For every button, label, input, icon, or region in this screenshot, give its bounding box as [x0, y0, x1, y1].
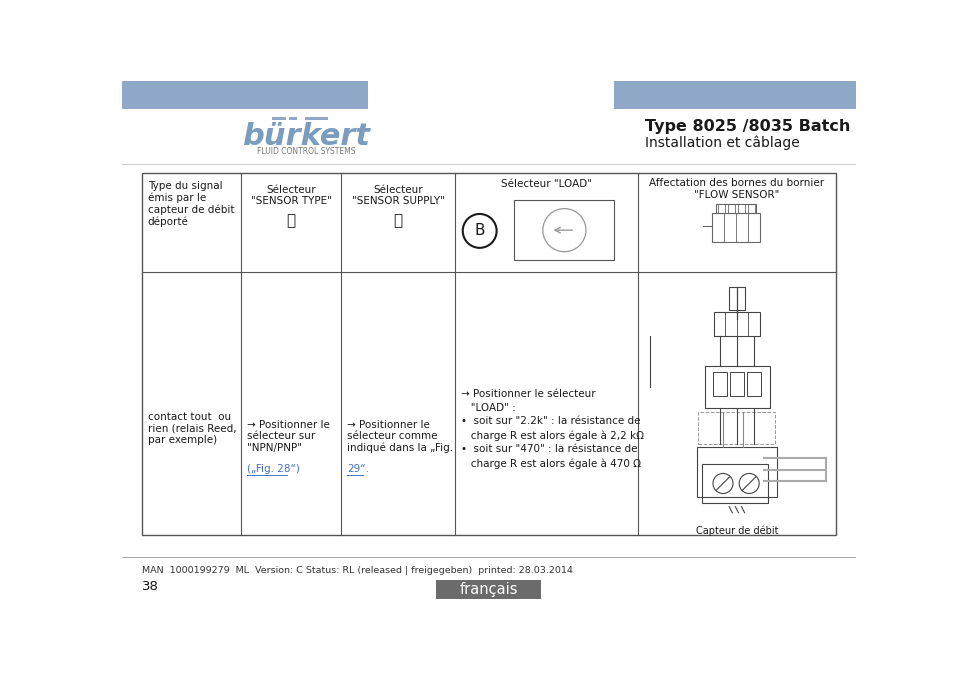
Bar [514, 200, 614, 260]
Text: 38: 38 [141, 579, 158, 593]
Bar [272, 117, 285, 120]
Text: "LOAD" :: "LOAD" : [460, 402, 516, 413]
Bar [729, 371, 743, 396]
Bar [738, 204, 743, 213]
Text: "SENSOR SUPPLY": "SENSOR SUPPLY" [352, 197, 444, 206]
Bar [728, 287, 743, 310]
Text: → Positionner le sélecteur: → Positionner le sélecteur [460, 389, 596, 399]
Text: → Positionner le
sélecteur sur
"NPN/PNP": → Positionner le sélecteur sur "NPN/PNP" [247, 419, 330, 453]
Bar [289, 117, 297, 120]
Text: MAN  1000199279  ML  Version: C Status: RL (released | freigegeben)  printed: 28: MAN 1000199279 ML Version: C Status: RL … [141, 566, 572, 575]
Bar [436, 579, 540, 599]
Text: contact tout  ou
rien (relais Reed,
par exemple): contact tout ou rien (relais Reed, par e… [148, 412, 236, 445]
Text: Affectation des bornes du bornier: Affectation des bornes du bornier [649, 178, 823, 188]
Bar [141, 173, 836, 535]
Text: français: français [458, 582, 517, 597]
Text: Ⓐ: Ⓐ [393, 213, 402, 228]
Text: Type du signal
émis par le
capteur de débit
déporté: Type du signal émis par le capteur de dé… [148, 181, 234, 227]
Text: Type 8025 /8035 Batch: Type 8025 /8035 Batch [644, 120, 850, 135]
Bar [121, 81, 368, 109]
Bar [701, 464, 767, 503]
Text: charge R est alors égale à 470 Ω: charge R est alors égale à 470 Ω [460, 458, 640, 468]
Bar [696, 446, 776, 497]
Bar [728, 204, 734, 213]
Text: charge R est alors égale à 2,2 kΩ: charge R est alors égale à 2,2 kΩ [460, 430, 643, 441]
Bar [614, 81, 856, 109]
Text: •  soit sur "470" : la résistance de: • soit sur "470" : la résistance de [460, 444, 637, 454]
Bar [305, 117, 328, 120]
Text: •  soit sur "2.2k" : la résistance de: • soit sur "2.2k" : la résistance de [460, 417, 640, 427]
Text: → Positionner le
sélecteur comme
indiqué dans la „Fig.: → Positionner le sélecteur comme indiqué… [347, 419, 453, 454]
Bar [712, 213, 760, 242]
Text: B: B [474, 223, 484, 238]
Bar [718, 204, 723, 213]
Bar [712, 371, 726, 396]
Bar [713, 312, 760, 336]
Bar [698, 412, 775, 444]
Text: bürkert: bürkert [242, 122, 370, 151]
Bar [703, 365, 769, 408]
Text: 29“.: 29“. [347, 464, 369, 474]
Text: Capteur de débit: Capteur de débit [695, 526, 778, 536]
Text: Installation et câblage: Installation et câblage [644, 135, 800, 149]
Text: Sélecteur "LOAD": Sélecteur "LOAD" [500, 179, 591, 189]
Text: Sélecteur: Sélecteur [266, 184, 315, 194]
Text: "SENSOR TYPE": "SENSOR TYPE" [251, 197, 331, 206]
Text: („Fig. 28“): („Fig. 28“) [247, 464, 299, 474]
Bar [746, 371, 760, 396]
Text: "FLOW SENSOR": "FLOW SENSOR" [694, 190, 779, 200]
Bar [716, 204, 756, 213]
Text: FLUID CONTROL SYSTEMS: FLUID CONTROL SYSTEMS [257, 147, 355, 156]
Bar [748, 204, 754, 213]
Text: Sélecteur: Sélecteur [373, 184, 422, 194]
Text: Ⓒ: Ⓒ [286, 213, 295, 228]
